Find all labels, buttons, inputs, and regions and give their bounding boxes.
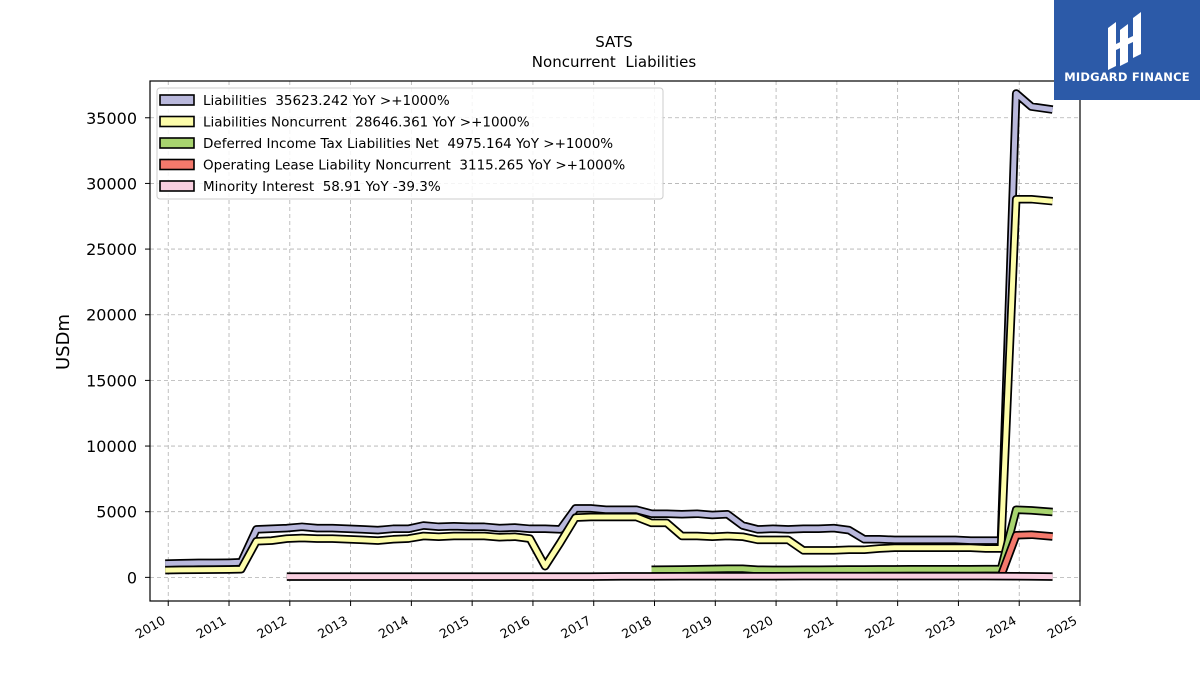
series-line-1 [165, 196, 1053, 573]
series-line-0 [165, 91, 1053, 567]
series-line-4 [286, 573, 1053, 580]
y-tick-label: 20000 [86, 306, 137, 325]
x-tick-label: 2015 [437, 613, 472, 642]
chart-title: SATS [595, 33, 633, 51]
series-line-3 [998, 532, 1053, 577]
brand-logo-icon [1108, 12, 1141, 70]
x-tick-label: 2013 [315, 613, 350, 642]
x-tick-label: 2010 [133, 613, 168, 642]
series-line-2 [651, 507, 1053, 573]
x-tick-label: 2018 [619, 613, 654, 642]
brand-logo: MIDGARD FINANCE [1054, 0, 1200, 100]
brand-name: MIDGARD FINANCE [1064, 70, 1190, 84]
legend-label-4: Minority Interest 58.91 YoY -39.3% [203, 179, 441, 195]
y-tick-label: 0 [127, 568, 137, 587]
y-tick-label: 10000 [86, 437, 137, 456]
y-tick-label: 5000 [96, 503, 137, 522]
legend-label-1: Liabilities Noncurrent 28646.361 YoY >+1… [203, 115, 530, 131]
y-tick-label: 25000 [86, 240, 137, 259]
legend: Liabilities 35623.242 YoY >+1000% Liabili… [156, 87, 664, 200]
x-tick-label: 2025 [1044, 613, 1079, 642]
x-tick-label: 2019 [680, 613, 715, 642]
legend-swatch-2 [159, 137, 195, 149]
x-tick-label: 2023 [923, 613, 958, 642]
y-tick-label: 30000 [86, 174, 137, 193]
x-tick-label: 2016 [497, 613, 532, 642]
x-tick-label: 2021 [801, 613, 836, 642]
legend-swatch-4 [159, 180, 195, 192]
y-axis-label: USDm [53, 314, 74, 370]
x-tick-label: 2012 [254, 613, 289, 642]
legend-box [156, 87, 664, 200]
series-lines [165, 89, 1054, 581]
x-tick-label: 2017 [558, 613, 593, 642]
x-tick-label: 2022 [862, 613, 897, 642]
legend-swatch-0 [159, 94, 195, 106]
series-outline-1 [165, 194, 1053, 575]
x-tick-label: 2024 [984, 613, 1019, 642]
legend-swatch-1 [159, 115, 195, 128]
chart-subtitle: Noncurrent Liabilities [532, 53, 697, 71]
plot-frame [149, 80, 1081, 602]
legend-label-3: Operating Lease Liability Noncurrent 311… [203, 158, 625, 174]
legend-label-2: Deferred Income Tax Liabilities Net 4975… [203, 136, 613, 152]
x-tick-label: 2020 [741, 613, 776, 642]
legend-swatch-3 [159, 158, 195, 171]
y-tick-label: 35000 [86, 109, 137, 128]
x-tick-label: 2011 [193, 613, 228, 642]
y-tick-label: 15000 [86, 371, 137, 390]
legend-label-0: Liabilities 35623.242 YoY >+1000% [203, 93, 450, 109]
x-tick-label: 2014 [376, 613, 411, 642]
